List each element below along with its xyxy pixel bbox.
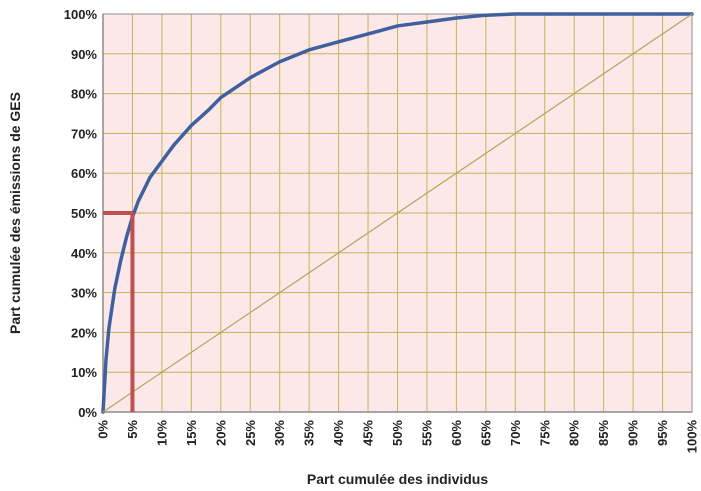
x-tick-label: 5% <box>125 420 140 439</box>
x-tick-label: 0% <box>96 420 111 439</box>
y-tick-label: 40% <box>71 246 97 261</box>
equality-diagonal-line <box>102 13 693 413</box>
y-tick-labels: 0% 10% 20% 30% 40% 50% 60% 70% 80% 90% 100% <box>64 7 98 420</box>
y-axis-title: Part cumulée des émissions de GES <box>7 92 23 334</box>
y-tick-label: 100% <box>64 7 98 22</box>
x-tick-label: 15% <box>184 420 199 446</box>
x-tick-label: 85% <box>596 420 611 446</box>
x-tick-label: 35% <box>302 420 317 446</box>
x-tick-labels: 0% 5% 10% 15% 20% 25% 30% 35% 40% 45% 50% 55% 60% 65%… <box>96 420 700 454</box>
x-tick-label: 75% <box>537 420 552 446</box>
x-tick-label: 45% <box>361 420 376 446</box>
y-tick-label: 50% <box>71 206 97 221</box>
y-tick-label: 0% <box>78 405 97 420</box>
x-tick-label: 20% <box>213 420 228 446</box>
x-tick-label: 70% <box>508 420 523 446</box>
y-tick-label: 10% <box>71 365 97 380</box>
x-tick-label: 90% <box>626 420 641 446</box>
y-tick-label: 30% <box>71 286 97 301</box>
x-tick-label: 30% <box>272 420 287 446</box>
x-tick-label: 10% <box>154 420 169 446</box>
x-tick-label: 60% <box>449 420 464 446</box>
x-tick-label: 80% <box>567 420 582 446</box>
y-tick-label: 80% <box>71 87 97 102</box>
y-tick-label: 60% <box>71 166 97 181</box>
series-layer <box>101 12 694 414</box>
x-tick-label: 40% <box>331 420 346 446</box>
x-tick-label: 100% <box>685 420 700 454</box>
x-tick-label: 95% <box>655 420 670 446</box>
x-tick-label: 55% <box>419 420 434 446</box>
marker-layer <box>103 211 135 412</box>
x-tick-label: 50% <box>390 420 405 446</box>
x-axis-title: Part cumulée des individus <box>307 471 488 487</box>
concentration-curve-line <box>101 12 694 414</box>
x-tick-label: 25% <box>243 420 258 446</box>
y-tick-label: 90% <box>71 47 97 62</box>
y-tick-label: 70% <box>71 126 97 141</box>
x-tick-label: 65% <box>478 420 493 446</box>
y-tick-label: 20% <box>71 325 97 340</box>
